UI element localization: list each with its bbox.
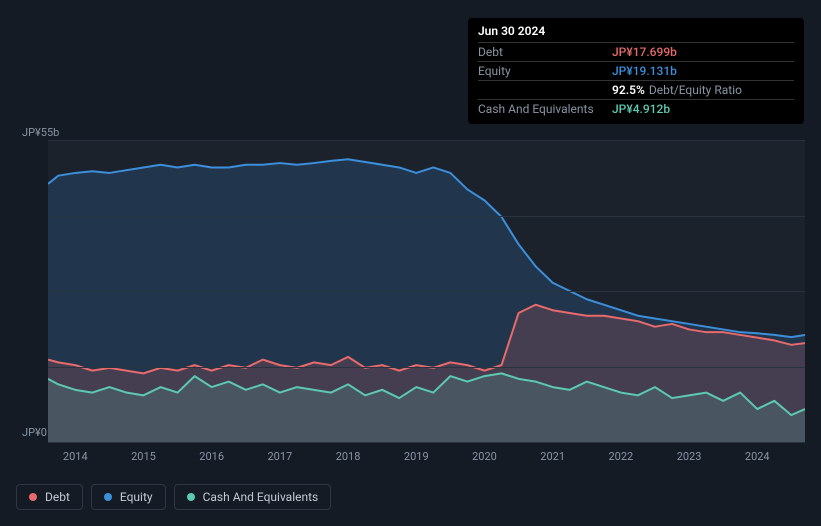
tooltip-label: Equity: [478, 64, 596, 78]
chart-legend: Debt Equity Cash And Equivalents: [16, 484, 331, 510]
tooltip-value: JP¥4.912b: [612, 102, 670, 116]
x-tick: 2017: [267, 450, 292, 463]
gridline: [48, 442, 805, 443]
legend-item-cash-and-equivalents[interactable]: Cash And Equivalents: [174, 484, 332, 510]
x-tick: 2023: [677, 450, 702, 463]
tooltip-row-cash: Cash And Equivalents JP¥4.912b: [478, 99, 794, 118]
legend-label: Equity: [120, 490, 153, 504]
tooltip-row-debt: Debt JP¥17.699b: [478, 42, 794, 61]
tooltip-ratio-value: 92.5%: [612, 83, 645, 97]
x-tick: 2014: [63, 450, 88, 463]
gridline: [48, 216, 805, 217]
legend-dot-icon: [104, 493, 112, 501]
legend-item-equity[interactable]: Equity: [91, 484, 166, 510]
x-tick: 2020: [472, 450, 497, 463]
tooltip-row-equity: Equity JP¥19.131b: [478, 61, 794, 80]
tooltip-date: Jun 30 2024: [478, 24, 794, 42]
x-tick: 2015: [131, 450, 156, 463]
legend-dot-icon: [187, 493, 195, 501]
gridline: [48, 367, 805, 368]
x-tick: 2019: [404, 450, 429, 463]
tooltip-value: JP¥17.699b: [612, 45, 677, 59]
tooltip-label: [478, 83, 596, 97]
legend-item-debt[interactable]: Debt: [16, 484, 83, 510]
legend-dot-icon: [29, 493, 37, 501]
x-tick: 2016: [199, 450, 224, 463]
tooltip-row-ratio: 92.5% Debt/Equity Ratio: [478, 80, 794, 99]
chart-tooltip: Jun 30 2024 Debt JP¥17.699b Equity JP¥19…: [468, 18, 804, 124]
gridline: [48, 140, 805, 141]
y-axis-bottom-label: JP¥0: [22, 426, 47, 439]
x-tick: 2021: [540, 450, 565, 463]
x-tick: 2024: [745, 450, 770, 463]
y-axis-top-label: JP¥55b: [22, 126, 59, 139]
tooltip-ratio-label: Debt/Equity Ratio: [649, 83, 742, 97]
chart-plot-area[interactable]: [48, 140, 805, 442]
x-tick: 2022: [608, 450, 633, 463]
tooltip-label: Cash And Equivalents: [478, 102, 596, 116]
legend-label: Debt: [45, 490, 70, 504]
tooltip-value: JP¥19.131b: [612, 64, 677, 78]
tooltip-label: Debt: [478, 45, 596, 59]
gridline: [48, 291, 805, 292]
x-axis: 2014 2015 2016 2017 2018 2019 2020 2021 2022 2023…: [48, 450, 805, 466]
legend-label: Cash And Equivalents: [203, 490, 319, 504]
x-tick: 2018: [336, 450, 361, 463]
